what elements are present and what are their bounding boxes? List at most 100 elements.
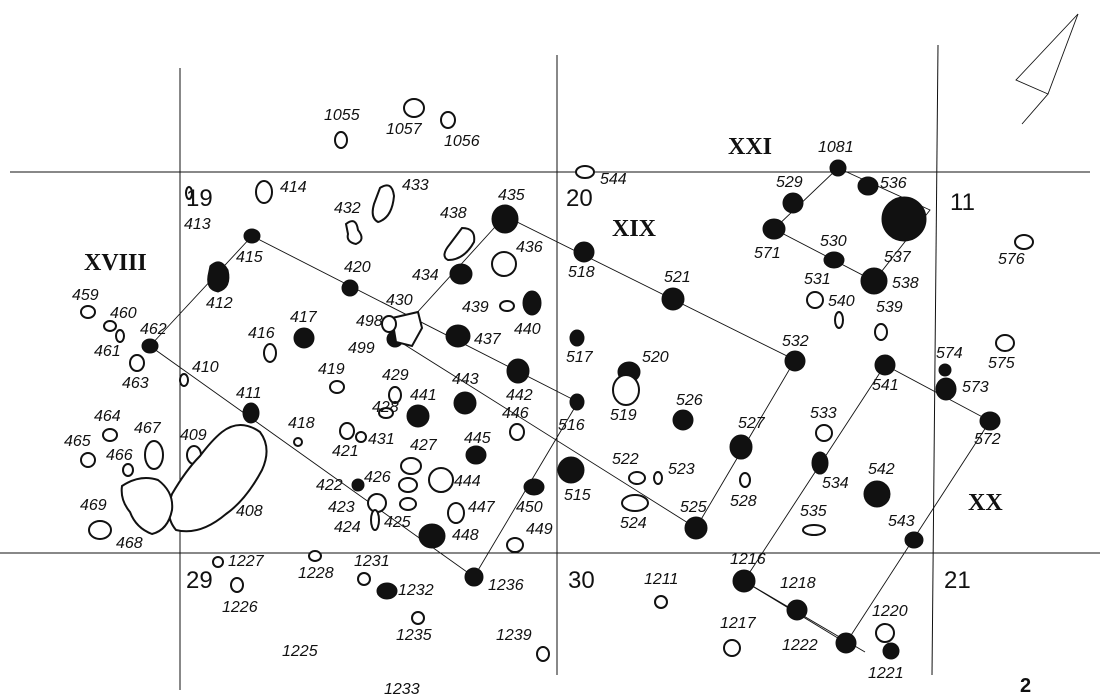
post-labels: 1055 1057 1056 414 433 413 432 438 435 5… [64, 107, 1025, 697]
grid-lines [0, 44, 1100, 690]
post-label: 533 [810, 405, 837, 422]
grid-square-29: 29 [186, 567, 213, 594]
post-hole-open [102, 428, 118, 442]
post-label: 412 [206, 295, 233, 312]
post-label: 423 [328, 499, 355, 516]
post-hole-open [654, 595, 668, 609]
post-label: 543 [888, 513, 915, 530]
post-hole-open [834, 311, 844, 329]
post-label: 1227 [228, 553, 265, 570]
post-label: 1231 [354, 553, 390, 570]
post-hole-open [144, 440, 164, 470]
post-hole [242, 402, 260, 424]
post-label: 538 [892, 275, 919, 292]
post-label: 535 [800, 503, 827, 520]
post-hole-open [575, 165, 595, 179]
post-label: 1235 [396, 627, 432, 644]
post-hole [207, 261, 230, 293]
post-hole-open [129, 354, 145, 372]
post-hole-open [339, 422, 355, 440]
post-label: 430 [386, 292, 413, 309]
post-label: 520 [642, 349, 669, 366]
post-hole-open [628, 471, 646, 485]
post-label: 449 [526, 521, 553, 538]
post-label: 429 [382, 367, 409, 384]
post-label: 1228 [298, 565, 334, 582]
post-hole [935, 377, 957, 401]
post-label: 528 [730, 493, 757, 510]
post-label: 524 [620, 515, 647, 532]
post-label: 1217 [720, 615, 757, 632]
post-label: 574 [936, 345, 963, 362]
large-pit-468 [120, 477, 174, 536]
post-hole [860, 267, 888, 295]
post-label: 517 [566, 349, 594, 366]
post-label: 1236 [488, 577, 524, 594]
post-label: 498 [356, 313, 383, 330]
post-hole [522, 290, 542, 316]
post-hole [557, 456, 585, 484]
post-hole-open [357, 572, 371, 586]
post-hole [465, 445, 487, 465]
post-hole [882, 642, 900, 660]
structure-label-xviii: XVIII [84, 250, 147, 276]
post-label: 532 [782, 333, 809, 350]
structure-xx-outline [743, 364, 991, 644]
post-hole-open [185, 186, 193, 200]
post-label: 419 [318, 361, 345, 378]
post-label: 421 [332, 443, 359, 460]
post-label: 534 [822, 475, 849, 492]
post-label: 464 [94, 408, 121, 425]
post-hole [523, 478, 545, 496]
post-label: 434 [412, 267, 439, 284]
post-hole-open [653, 471, 663, 485]
post-label: 424 [334, 519, 361, 536]
post-label: 518 [568, 264, 595, 281]
post-label: 441 [410, 387, 437, 404]
post-label: 536 [880, 175, 907, 192]
post-label: 411 [236, 385, 262, 402]
post-hole-open [399, 497, 417, 511]
post-label: 529 [776, 174, 803, 191]
post-hole-open [378, 407, 394, 419]
post-hole [351, 478, 365, 492]
post-label: 465 [64, 433, 91, 450]
post-hole [823, 251, 845, 269]
post-label: 426 [364, 469, 391, 486]
post-hole [141, 338, 159, 354]
post-label: 523 [668, 461, 695, 478]
post-label: 439 [462, 299, 489, 316]
post-hole-open [308, 550, 322, 562]
post-hole-open [411, 611, 425, 625]
post-hole-open [103, 320, 117, 332]
post-hole-open [230, 577, 244, 593]
post-hole [786, 599, 808, 621]
post-hole [863, 480, 891, 508]
post-hole-open [371, 184, 396, 224]
post-label: 417 [290, 309, 318, 326]
post-label: 527 [738, 415, 766, 432]
post-hole-open [400, 457, 422, 475]
post-hole [811, 451, 829, 475]
structure-label-xix: XIX [612, 216, 657, 242]
post-label: 445 [464, 430, 491, 447]
post-label: 1221 [868, 665, 904, 682]
post-label: 576 [998, 251, 1025, 268]
post-label: 1056 [444, 133, 480, 150]
post-hole [573, 241, 595, 263]
post-label: 521 [664, 269, 691, 286]
post-label: 468 [116, 535, 143, 552]
post-label: 463 [122, 375, 149, 392]
post-label: 1222 [782, 637, 818, 654]
post-label: 571 [754, 245, 781, 262]
post-label: 431 [368, 431, 395, 448]
post-hole-open [263, 343, 277, 363]
structure-label-xx: XX [968, 490, 1003, 516]
grid-square-30: 30 [568, 567, 595, 594]
post-label: 425 [384, 514, 411, 531]
post-hole-open [491, 251, 517, 277]
post-label: 418 [288, 415, 315, 432]
grid-square-20: 20 [566, 185, 593, 212]
post-hole [835, 632, 857, 654]
